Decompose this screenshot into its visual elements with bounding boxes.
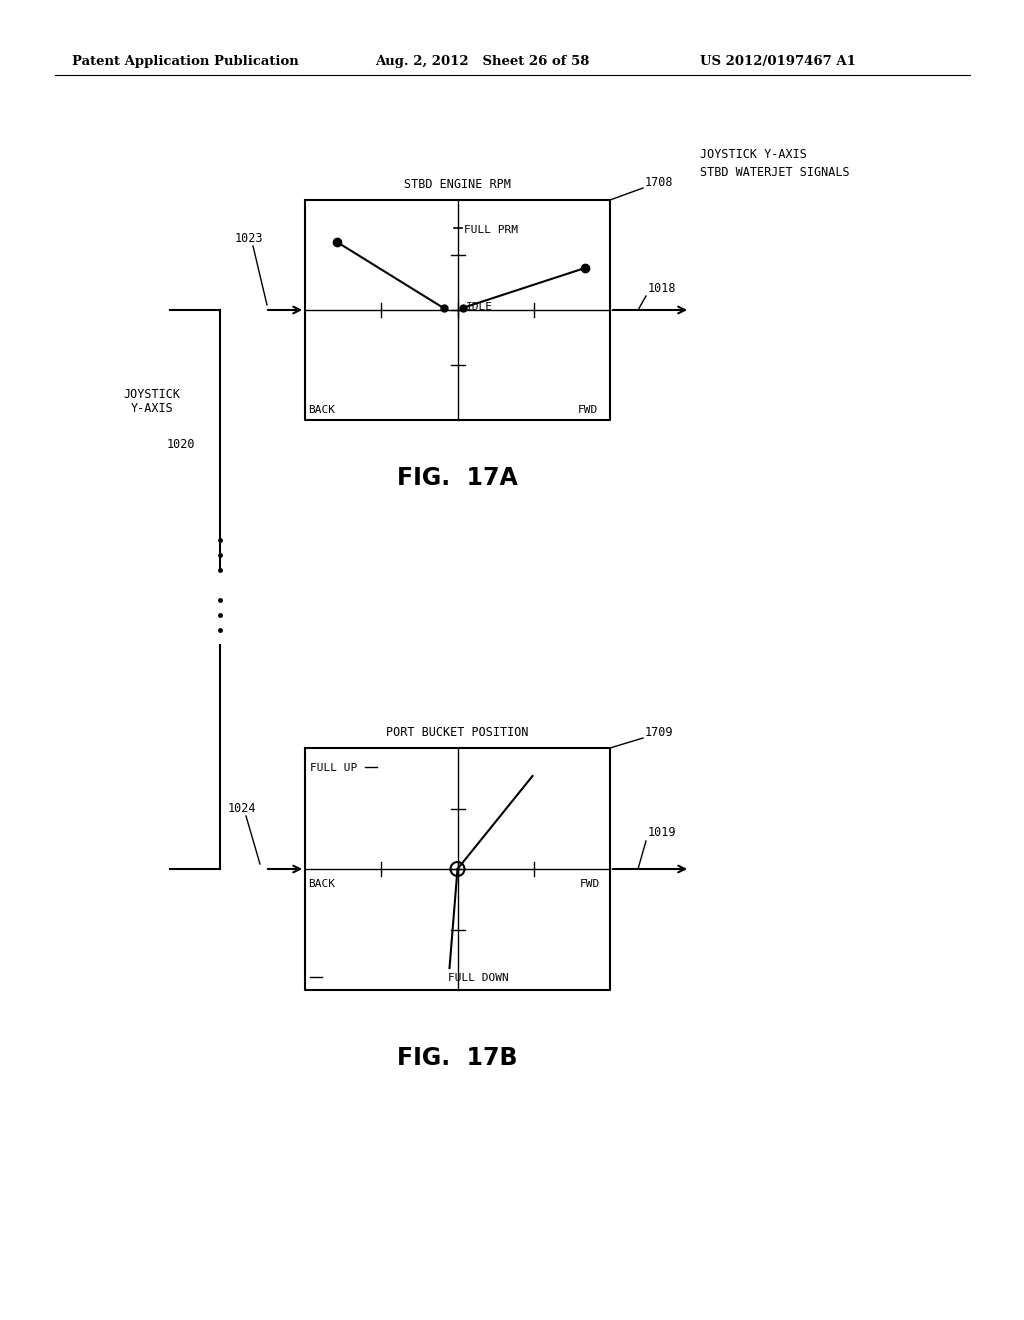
Text: BACK: BACK <box>308 405 335 414</box>
Text: IDLE: IDLE <box>466 302 493 312</box>
Text: STBD ENGINE RPM: STBD ENGINE RPM <box>404 177 511 190</box>
Text: 1708: 1708 <box>645 177 674 190</box>
Text: JOYSTICK: JOYSTICK <box>124 388 180 401</box>
Text: Patent Application Publication: Patent Application Publication <box>72 55 299 69</box>
Text: PORT BUCKET POSITION: PORT BUCKET POSITION <box>386 726 528 738</box>
Text: BACK: BACK <box>308 879 335 888</box>
Text: FULL PRM: FULL PRM <box>464 224 517 235</box>
Text: FWD: FWD <box>578 405 598 414</box>
Text: 1020: 1020 <box>167 438 196 451</box>
Text: JOYSTICK Y-AXIS: JOYSTICK Y-AXIS <box>700 149 807 161</box>
Text: 1024: 1024 <box>228 801 256 814</box>
Text: 1709: 1709 <box>645 726 674 739</box>
Text: 1018: 1018 <box>648 281 677 294</box>
Text: FIG.  17A: FIG. 17A <box>397 466 518 490</box>
Text: FULL UP: FULL UP <box>310 763 357 774</box>
Text: FIG.  17B: FIG. 17B <box>397 1045 518 1071</box>
Text: Aug. 2, 2012   Sheet 26 of 58: Aug. 2, 2012 Sheet 26 of 58 <box>375 55 590 69</box>
Text: 1019: 1019 <box>648 826 677 840</box>
Text: US 2012/0197467 A1: US 2012/0197467 A1 <box>700 55 856 69</box>
Text: FULL DOWN: FULL DOWN <box>447 973 508 983</box>
Text: STBD WATERJET SIGNALS: STBD WATERJET SIGNALS <box>700 165 850 178</box>
Text: Y-AXIS: Y-AXIS <box>131 403 173 416</box>
Text: 1023: 1023 <box>234 231 263 244</box>
Text: FWD: FWD <box>580 879 600 888</box>
